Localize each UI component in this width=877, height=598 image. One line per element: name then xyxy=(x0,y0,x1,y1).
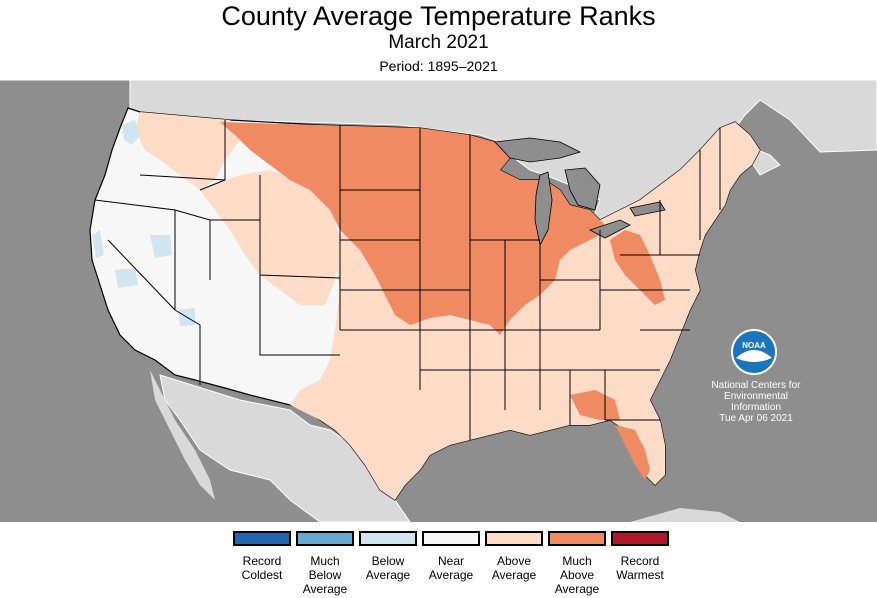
legend-label-below: Below Average xyxy=(348,554,428,582)
legend-label-near: Near Average xyxy=(411,554,491,582)
noaa-credit-date: Tue Apr 06 2021 xyxy=(719,413,793,424)
legend-label-line: Warmest xyxy=(616,568,664,582)
legend-label-record-coldest: Record Coldest xyxy=(222,554,302,582)
legend-label-line: Average xyxy=(491,568,537,582)
legend-swatch-much-above xyxy=(548,531,606,546)
legend-label-line: Above xyxy=(559,568,595,582)
legend-swatch-above xyxy=(485,531,543,546)
baja-peninsula xyxy=(150,370,215,500)
much-above-northern-plains xyxy=(220,122,610,335)
much-above-northeast-strip xyxy=(610,230,665,305)
legend-label-much-below: Much Below Average xyxy=(285,554,365,596)
below-average-washington xyxy=(122,120,140,145)
legend-label-line: Much xyxy=(562,554,592,568)
legend: Record Coldest Much Below Average Below … xyxy=(0,528,877,598)
above-average-northwest xyxy=(135,112,240,190)
legend-label-line: Average xyxy=(428,568,474,582)
legend-swatch-record-warmest xyxy=(611,531,669,546)
noaa-credit: National Centers for Environmental Infor… xyxy=(706,380,806,424)
above-average-mountain xyxy=(200,170,340,305)
legend-label-line: Average xyxy=(302,582,348,596)
noaa-logo-gull xyxy=(736,350,772,362)
state-boundaries xyxy=(94,120,721,440)
legend-label-line: Below xyxy=(371,554,405,568)
mexico-landmass xyxy=(159,374,411,522)
legend-label-record-warmest: Record Warmest xyxy=(600,554,680,582)
legend-label-above: Above Average xyxy=(474,554,554,582)
lake-ontario xyxy=(629,201,666,217)
lake-huron xyxy=(564,167,601,211)
legend-label-line: Record xyxy=(242,554,282,568)
legend-label-line: Below xyxy=(308,568,342,582)
lake-superior xyxy=(494,137,582,163)
noaa-credit-line1: National Centers for xyxy=(711,380,801,391)
legend-label-line: Record xyxy=(620,554,660,568)
period-label: Period: 1895–2021 xyxy=(379,58,498,74)
noaa-credit-line3: Information xyxy=(730,402,782,413)
much-above-florida xyxy=(615,425,650,480)
legend-label-line: Much xyxy=(310,554,340,568)
much-above-southeast xyxy=(570,390,620,420)
noaa-credit-line2: Environmental xyxy=(724,391,788,402)
legend-label-line: Above xyxy=(496,554,532,568)
us-county-map: NOAA xyxy=(0,80,877,522)
legend-swatch-much-below xyxy=(296,531,354,546)
map-title: County Average Temperature Ranks xyxy=(221,1,656,31)
cuba xyxy=(630,508,740,522)
lake-michigan xyxy=(534,171,553,247)
below-average-sierra xyxy=(115,268,138,288)
legend-label-much-above: Much Above Average xyxy=(537,554,617,596)
map-subtitle: March 2021 xyxy=(388,32,489,53)
noaa-logo-text: NOAA xyxy=(742,341,766,350)
legend-label-line: Coldest xyxy=(241,568,283,582)
legend-swatch-below xyxy=(359,531,417,546)
legend-label-line: Average xyxy=(554,582,600,596)
below-average-nevada xyxy=(150,235,172,258)
legend-swatch-record-coldest xyxy=(233,531,291,546)
above-average-east xyxy=(290,122,760,500)
legend-label-line: Near xyxy=(437,554,464,568)
legend-label-line: Average xyxy=(365,568,411,582)
below-average-california xyxy=(92,230,104,258)
legend-swatch-near xyxy=(422,531,480,546)
